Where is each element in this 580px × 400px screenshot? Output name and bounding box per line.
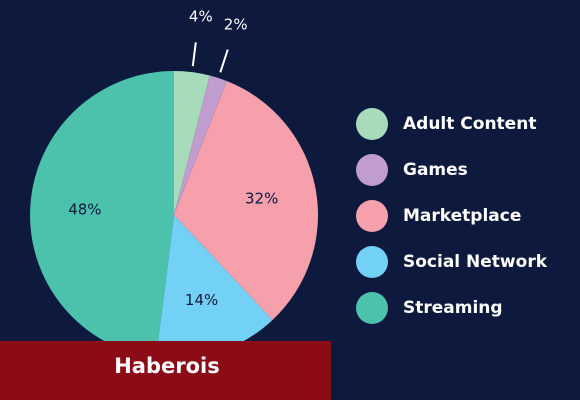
pie-slice-marketplace: [174, 81, 318, 320]
legend-swatch-marketplace: [356, 200, 388, 232]
legend-label-adult-content: Adult Content: [403, 114, 536, 134]
leader-lines: [191, 42, 229, 73]
legend-item-streaming: Streaming: [356, 292, 503, 324]
legend-swatch-adult-content: [356, 108, 388, 140]
legend-item-adult-content: Adult Content: [356, 108, 536, 140]
legend-item-marketplace: Marketplace: [356, 200, 521, 232]
slice-labels: 4% 2% 32% 14% 48%: [68, 8, 278, 309]
slice-label-streaming: 48%: [68, 200, 101, 218]
watermark-banner: Haberois: [0, 341, 331, 400]
slice-label-games: 2%: [224, 15, 248, 33]
legend-label-social-network: Social Network: [403, 252, 548, 272]
legend-swatch-games: [356, 154, 388, 186]
legend-swatch-social-network: [356, 246, 388, 278]
pie-slice-games: [174, 75, 228, 216]
legend-label-games: Games: [403, 160, 468, 180]
banner-text: Haberois: [114, 354, 220, 378]
pie-slice-social-network: [155, 215, 273, 359]
legend-swatch-streaming: [356, 292, 388, 324]
slice-label-marketplace: 32%: [245, 189, 278, 207]
legend-label-marketplace: Marketplace: [403, 206, 521, 226]
pie-slices: [30, 71, 318, 359]
leader-line-games: [219, 49, 229, 73]
legend-item-games: Games: [356, 154, 468, 186]
slice-label-adult-content: 4%: [189, 8, 213, 26]
pie-slice-streaming: [30, 71, 174, 358]
legend-item-social-network: Social Network: [356, 246, 548, 278]
legend-label-streaming: Streaming: [403, 298, 503, 318]
slice-label-social-network: 14%: [185, 291, 218, 309]
legend: Adult Content Games Marketplace Social Netw…: [356, 108, 548, 324]
leader-line-adult-content: [191, 42, 197, 67]
pie-slice-adult-content: [174, 71, 210, 215]
